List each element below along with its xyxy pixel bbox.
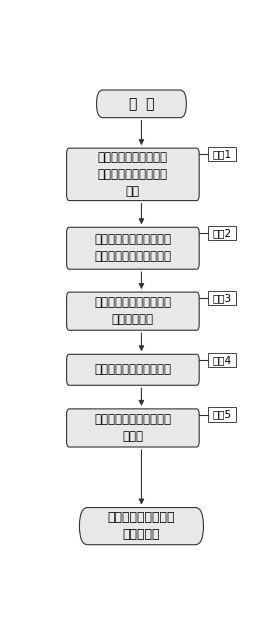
FancyBboxPatch shape: [67, 227, 199, 269]
Text: 进行各直流线路功率支援
量分配: 进行各直流线路功率支援 量分配: [94, 413, 171, 443]
Text: 开  始: 开 始: [129, 97, 154, 111]
FancyBboxPatch shape: [208, 291, 236, 305]
FancyBboxPatch shape: [67, 148, 199, 201]
FancyBboxPatch shape: [208, 226, 236, 240]
FancyBboxPatch shape: [97, 90, 186, 118]
FancyBboxPatch shape: [208, 353, 236, 367]
Text: 步骤2: 步骤2: [212, 228, 231, 238]
Text: 求取各直流线路的支援量
综合贡献指标: 求取各直流线路的支援量 综合贡献指标: [94, 296, 171, 326]
FancyBboxPatch shape: [79, 508, 203, 545]
Text: 步骤4: 步骤4: [212, 355, 231, 365]
Text: 步骤3: 步骤3: [212, 293, 231, 303]
Text: 步骤1: 步骤1: [212, 149, 231, 159]
Text: 步骤5: 步骤5: [212, 410, 231, 420]
FancyBboxPatch shape: [67, 354, 199, 385]
FancyBboxPatch shape: [208, 407, 236, 422]
FancyBboxPatch shape: [67, 292, 199, 330]
Text: 确定功率支援量分配模式: 确定功率支援量分配模式: [94, 363, 171, 376]
Text: 完成各直流线路功率
支援量分配: 完成各直流线路功率 支援量分配: [108, 511, 175, 541]
FancyBboxPatch shape: [67, 409, 199, 447]
FancyBboxPatch shape: [208, 147, 236, 161]
Text: 求取不同直流线路对改
善暂态功角稳定性的贡
献度: 求取不同直流线路对改 善暂态功角稳定性的贡 献度: [98, 151, 168, 198]
Text: 求取满足电压安全约束的
直流线路最大电压可控量: 求取满足电压安全约束的 直流线路最大电压可控量: [94, 233, 171, 263]
